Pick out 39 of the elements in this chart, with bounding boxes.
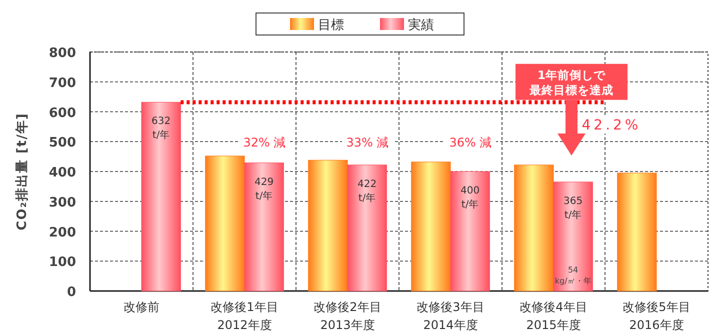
bar — [308, 160, 348, 292]
y-tick-label: 100 — [48, 255, 76, 270]
data-label: 632 t/年 — [152, 116, 171, 142]
bar — [514, 164, 554, 292]
annotation: 36% 減 — [449, 136, 492, 150]
data-label: 365 t/年 — [564, 196, 583, 221]
annotation: 54 kg/㎡・年 — [554, 265, 592, 286]
x-tick-label: 改修前 — [124, 300, 160, 314]
x-tick-label: 改修後1年目 2012年度 — [210, 300, 278, 332]
annotation: 32% 減 — [243, 136, 286, 150]
x-tick-label: 改修後5年目 2016年度 — [622, 300, 690, 332]
bar — [347, 164, 387, 292]
y-tick-label: 700 — [48, 76, 76, 91]
x-tick-label: 改修後4年目 2015年度 — [520, 300, 588, 332]
data-label: 429 t/年 — [254, 176, 274, 202]
annotation: 33% 減 — [346, 136, 389, 150]
y-tick-label: 800 — [48, 46, 76, 61]
data-label: 400 t/年 — [460, 186, 480, 210]
legend-label: 目標 — [318, 18, 344, 33]
bar — [617, 172, 657, 292]
y-tick-label: 300 — [48, 195, 76, 210]
y-tick-label: 200 — [48, 225, 76, 240]
bar — [411, 162, 451, 292]
y-tick-label: 400 — [48, 166, 76, 180]
bar — [205, 156, 245, 292]
bar — [553, 182, 593, 292]
x-tick-label: 改修後3年目 2014年度 — [416, 300, 484, 332]
y-axis-title: CO₂排出量 [t/年] — [15, 112, 30, 230]
bar — [244, 162, 284, 292]
data-label: 422 t/年 — [358, 178, 377, 204]
y-tick-label: 600 — [48, 106, 76, 121]
annotation: 42.2% — [582, 118, 642, 134]
y-tick-label: 500 — [48, 136, 76, 151]
annotation: 1年前倒しで最終目標を達成 — [528, 68, 614, 97]
legend-label: 実績 — [408, 17, 434, 33]
bar — [141, 102, 181, 292]
bar — [450, 171, 490, 292]
x-tick-label: 改修後2年目 2013年度 — [314, 300, 382, 332]
y-tick-label: 0 — [66, 285, 76, 300]
